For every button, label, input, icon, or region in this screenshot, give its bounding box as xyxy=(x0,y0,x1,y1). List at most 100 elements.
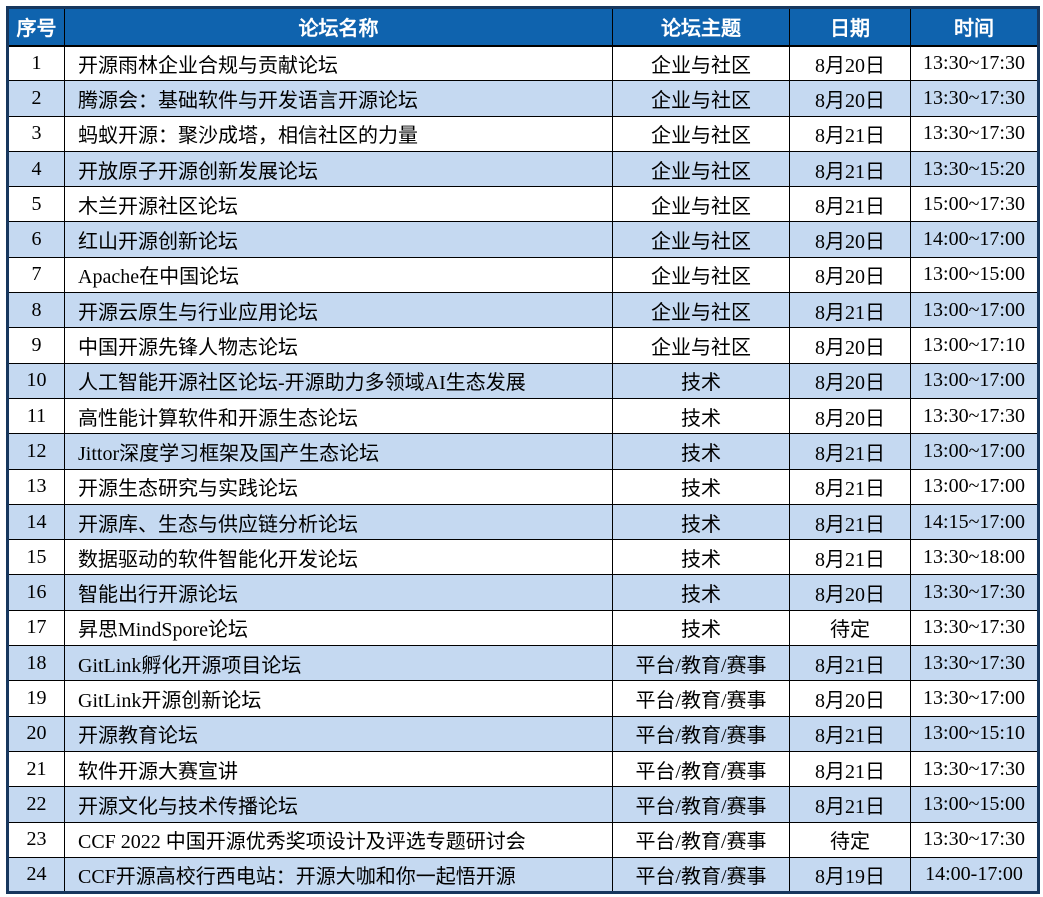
table-header-row: 序号 论坛名称 论坛主题 日期 时间 xyxy=(7,7,1039,47)
column-header-topic: 论坛主题 xyxy=(612,7,790,47)
cell-date: 8月20日 xyxy=(789,44,911,82)
cell-topic: 平台/教育/赛事 xyxy=(612,715,790,752)
table-row: 18 GitLink孵化开源项目论坛 平台/教育/赛事 8月21日 13:30~17:3… xyxy=(7,645,1039,682)
cell-time: 13:00~15:10 xyxy=(910,715,1039,752)
cell-time: 13:30~17:00 xyxy=(910,680,1039,717)
table-row: 11 高性能计算软件和开源生态论坛 技术 8月20日 13:30~17:30 xyxy=(7,397,1039,435)
cell-name: CCF 2022 中国开源优秀奖项设计及评选专题研讨会 xyxy=(64,821,613,858)
cell-date: 8月21日 xyxy=(789,433,911,470)
table-row: 22 开源文化与技术传播论坛 平台/教育/赛事 8月21日 13:00~15:00 xyxy=(7,786,1039,823)
cell-no: 24 xyxy=(7,856,65,894)
cell-name: 蚂蚁开源：聚沙成塔，相信社区的力量 xyxy=(64,115,613,152)
cell-no: 20 xyxy=(7,715,65,752)
table-row: 7 Apache在中国论坛 企业与社区 8月20日 13:00~15:00 xyxy=(7,256,1039,294)
cell-date: 8月20日 xyxy=(789,80,911,117)
cell-time: 13:30~17:30 xyxy=(910,609,1039,647)
cell-no: 10 xyxy=(7,362,65,399)
cell-date: 8月20日 xyxy=(789,362,911,399)
cell-topic: 技术 xyxy=(612,362,790,399)
cell-time: 13:30~17:30 xyxy=(910,645,1039,682)
cell-date: 8月21日 xyxy=(789,468,911,505)
cell-name: 数据驱动的软件智能化开发论坛 xyxy=(64,539,613,576)
cell-name: 开源雨林企业合规与贡献论坛 xyxy=(64,44,613,82)
cell-no: 3 xyxy=(7,115,65,152)
table-row: 8 开源云原生与行业应用论坛 企业与社区 8月21日 13:00~17:00 xyxy=(7,292,1039,329)
cell-no: 21 xyxy=(7,750,65,788)
cell-topic: 技术 xyxy=(612,539,790,576)
cell-no: 7 xyxy=(7,256,65,294)
cell-date: 8月21日 xyxy=(789,150,911,188)
cell-topic: 企业与社区 xyxy=(612,80,790,117)
cell-time: 13:30~17:30 xyxy=(910,397,1039,435)
cell-date: 8月20日 xyxy=(789,221,911,258)
cell-date: 8月19日 xyxy=(789,856,911,894)
cell-name: 软件开源大赛宣讲 xyxy=(64,750,613,788)
cell-topic: 企业与社区 xyxy=(612,186,790,223)
table-row: 16 智能出行开源论坛 技术 8月20日 13:30~17:30 xyxy=(7,574,1039,611)
cell-no: 6 xyxy=(7,221,65,258)
cell-no: 1 xyxy=(7,44,65,82)
cell-time: 14:00~17:00 xyxy=(910,221,1039,258)
column-header-time: 时间 xyxy=(910,7,1039,47)
cell-date: 8月20日 xyxy=(789,256,911,294)
cell-no: 15 xyxy=(7,539,65,576)
cell-name: GitLink开源创新论坛 xyxy=(64,680,613,717)
cell-no: 11 xyxy=(7,397,65,435)
cell-time: 13:30~18:00 xyxy=(910,539,1039,576)
table-row: 21 软件开源大赛宣讲 平台/教育/赛事 8月21日 13:30~17:30 xyxy=(7,750,1039,788)
cell-topic: 平台/教育/赛事 xyxy=(612,680,790,717)
cell-no: 4 xyxy=(7,150,65,188)
table-row: 10 人工智能开源社区论坛-开源助力多领域AI生态发展 技术 8月20日 13:00~1… xyxy=(7,362,1039,399)
table-row: 12 Jittor深度学习框架及国产生态论坛 技术 8月21日 13:00~17:00 xyxy=(7,433,1039,470)
table-body: 1 开源雨林企业合规与贡献论坛 企业与社区 8月20日 13:30~17:30 2 腾源会：… xyxy=(7,44,1039,894)
forum-schedule-table: 序号 论坛名称 论坛主题 日期 时间 1 开源雨林企业合规与贡献论坛 企业与社区 8月… xyxy=(6,6,1040,895)
table-row: 24 CCF开源高校行西电站：开源大咖和你一起悟开源 平台/教育/赛事 8月19日 14… xyxy=(7,856,1039,894)
cell-time: 13:30~17:30 xyxy=(910,821,1039,858)
cell-no: 8 xyxy=(7,292,65,329)
cell-no: 14 xyxy=(7,503,65,541)
cell-topic: 技术 xyxy=(612,574,790,611)
cell-date: 8月20日 xyxy=(789,397,911,435)
cell-name: 人工智能开源社区论坛-开源助力多领域AI生态发展 xyxy=(64,362,613,399)
cell-no: 23 xyxy=(7,821,65,858)
cell-date: 8月21日 xyxy=(789,786,911,823)
cell-no: 5 xyxy=(7,186,65,223)
cell-date: 8月21日 xyxy=(789,115,911,152)
cell-time: 14:15~17:00 xyxy=(910,503,1039,541)
cell-time: 13:30~15:20 xyxy=(910,150,1039,188)
cell-time: 13:00~17:00 xyxy=(910,468,1039,505)
table-row: 23 CCF 2022 中国开源优秀奖项设计及评选专题研讨会 平台/教育/赛事 待定 1… xyxy=(7,821,1039,858)
cell-date: 待定 xyxy=(789,821,911,858)
table-row: 14 开源库、生态与供应链分析论坛 技术 8月21日 14:15~17:00 xyxy=(7,503,1039,541)
cell-topic: 企业与社区 xyxy=(612,292,790,329)
cell-date: 8月20日 xyxy=(789,574,911,611)
cell-no: 16 xyxy=(7,574,65,611)
cell-no: 19 xyxy=(7,680,65,717)
cell-no: 13 xyxy=(7,468,65,505)
table-row: 1 开源雨林企业合规与贡献论坛 企业与社区 8月20日 13:30~17:30 xyxy=(7,44,1039,82)
cell-topic: 平台/教育/赛事 xyxy=(612,856,790,894)
cell-time: 13:00~15:00 xyxy=(910,256,1039,294)
cell-name: CCF开源高校行西电站：开源大咖和你一起悟开源 xyxy=(64,856,613,894)
cell-topic: 企业与社区 xyxy=(612,327,790,364)
cell-date: 8月20日 xyxy=(789,680,911,717)
table-row: 2 腾源会：基础软件与开发语言开源论坛 企业与社区 8月20日 13:30~17:30 xyxy=(7,80,1039,117)
cell-date: 8月20日 xyxy=(789,327,911,364)
cell-no: 2 xyxy=(7,80,65,117)
cell-no: 9 xyxy=(7,327,65,364)
cell-topic: 技术 xyxy=(612,503,790,541)
cell-time: 13:00~17:00 xyxy=(910,292,1039,329)
table-row: 17 昇思MindSpore论坛 技术 待定 13:30~17:30 xyxy=(7,609,1039,647)
cell-time: 14:00-17:00 xyxy=(910,856,1039,894)
cell-name: 腾源会：基础软件与开发语言开源论坛 xyxy=(64,80,613,117)
column-header-forum-name: 论坛名称 xyxy=(64,7,613,47)
cell-name: 红山开源创新论坛 xyxy=(64,221,613,258)
cell-topic: 平台/教育/赛事 xyxy=(612,645,790,682)
cell-name: 中国开源先锋人物志论坛 xyxy=(64,327,613,364)
cell-topic: 企业与社区 xyxy=(612,44,790,82)
column-header-date: 日期 xyxy=(789,7,911,47)
cell-date: 8月21日 xyxy=(789,503,911,541)
cell-time: 13:00~17:10 xyxy=(910,327,1039,364)
cell-name: 木兰开源社区论坛 xyxy=(64,186,613,223)
cell-topic: 企业与社区 xyxy=(612,221,790,258)
